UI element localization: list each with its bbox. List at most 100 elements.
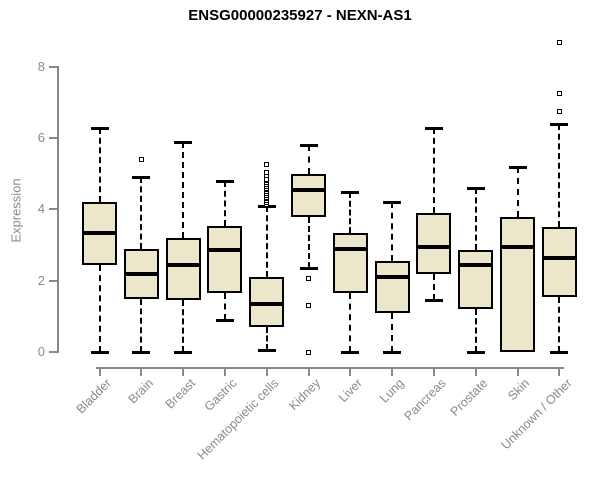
median-line <box>293 187 324 192</box>
lower-whisker <box>349 293 352 352</box>
upper-whisker-cap <box>424 126 443 130</box>
y-axis-tick <box>49 279 57 282</box>
upper-whisker-cap <box>508 165 527 169</box>
iqr-box <box>207 225 243 294</box>
median-line <box>460 262 492 267</box>
upper-whisker <box>432 127 435 214</box>
outlier-point <box>306 276 311 282</box>
median-line <box>334 246 366 251</box>
x-axis-tick <box>265 369 268 376</box>
upper-whisker-cap <box>341 190 360 194</box>
lower-whisker <box>182 300 185 352</box>
upper-whisker <box>223 180 226 226</box>
iqr-box <box>332 232 368 294</box>
median-line <box>167 262 199 267</box>
upper-whisker <box>140 177 143 249</box>
upper-whisker <box>265 205 268 278</box>
outlier-point <box>306 303 311 309</box>
x-axis-tick <box>307 369 310 376</box>
median-line <box>251 301 283 306</box>
upper-whisker <box>307 145 310 174</box>
x-axis-tick <box>432 369 435 376</box>
outlier-point <box>306 349 311 355</box>
lower-whisker-cap <box>383 351 402 354</box>
outlier-point <box>264 162 270 168</box>
y-axis-tick-label: 4 <box>37 201 45 217</box>
upper-whisker <box>391 202 394 262</box>
lower-whisker <box>307 216 310 269</box>
upper-whisker <box>349 191 352 233</box>
iqr-box <box>458 250 494 310</box>
upper-whisker-cap <box>466 187 485 191</box>
upper-whisker <box>98 127 101 203</box>
x-category-label: Lung <box>377 376 408 406</box>
upper-whisker-cap <box>383 201 402 205</box>
x-axis-tick <box>516 369 519 376</box>
y-axis-line <box>57 66 59 353</box>
x-axis-tick <box>98 369 101 376</box>
x-category-label: Kidney <box>286 376 324 413</box>
upper-whisker <box>558 123 561 228</box>
median-line <box>84 230 115 235</box>
median-line <box>502 244 533 249</box>
lower-whisker <box>223 293 226 320</box>
outlier-point <box>556 39 562 45</box>
lower-whisker-cap <box>341 351 360 354</box>
lower-whisker-cap <box>132 351 151 354</box>
iqr-box <box>374 261 410 313</box>
x-axis-tick <box>140 369 143 376</box>
x-axis-tick <box>349 369 352 376</box>
outlier-point <box>264 169 270 175</box>
lower-whisker-cap <box>424 299 443 303</box>
lower-whisker-cap <box>466 351 485 354</box>
y-axis-tick-label: 8 <box>37 58 45 74</box>
y-axis-tick <box>49 208 57 211</box>
y-axis-tick-label: 2 <box>37 272 45 288</box>
outlier-point <box>556 91 562 97</box>
lower-whisker <box>140 298 143 352</box>
lower-whisker-cap <box>215 318 234 322</box>
outlier-point <box>556 108 562 114</box>
x-category-label: Skin <box>505 376 533 404</box>
x-axis-tick <box>391 369 394 376</box>
iqr-box <box>165 237 201 301</box>
upper-whisker-cap <box>174 140 193 144</box>
lower-whisker-cap <box>90 351 109 354</box>
x-axis-tick <box>558 369 561 376</box>
median-line <box>376 275 408 280</box>
y-axis-tick <box>49 137 57 140</box>
lower-whisker-cap <box>550 351 569 354</box>
lower-whisker-cap <box>299 267 318 271</box>
lower-whisker <box>432 273 435 301</box>
upper-whisker <box>474 188 477 251</box>
x-category-label: Gastric <box>201 376 240 414</box>
lower-whisker <box>391 312 394 352</box>
y-axis-tick-label: 0 <box>37 344 45 359</box>
outlier-point <box>138 157 144 163</box>
y-axis-tick-label: 6 <box>37 130 45 146</box>
y-axis-tick <box>49 65 57 68</box>
upper-whisker-cap <box>550 122 569 126</box>
iqr-box <box>541 227 577 297</box>
lower-whisker <box>558 296 561 352</box>
upper-whisker-cap <box>90 126 109 130</box>
x-category-label: Hematopoietic cells <box>195 376 282 463</box>
x-category-label: Liver <box>336 376 366 406</box>
upper-whisker <box>516 166 519 217</box>
x-category-label: Bladder <box>74 376 115 417</box>
x-axis-tick <box>182 369 185 376</box>
x-axis-tick <box>223 369 226 376</box>
lower-whisker-cap <box>257 349 276 353</box>
median-line <box>209 248 241 253</box>
chart-title: ENSG00000235927 - NEXN-AS1 <box>188 7 412 24</box>
y-axis-tick <box>49 351 57 353</box>
lower-whisker <box>265 327 268 351</box>
iqr-box <box>291 173 326 217</box>
x-axis-line <box>96 367 564 369</box>
x-category-label: Breast <box>162 376 199 412</box>
x-axis-tick <box>474 369 477 376</box>
upper-whisker-cap <box>299 144 318 148</box>
median-line <box>418 244 450 249</box>
lower-whisker <box>474 309 477 352</box>
